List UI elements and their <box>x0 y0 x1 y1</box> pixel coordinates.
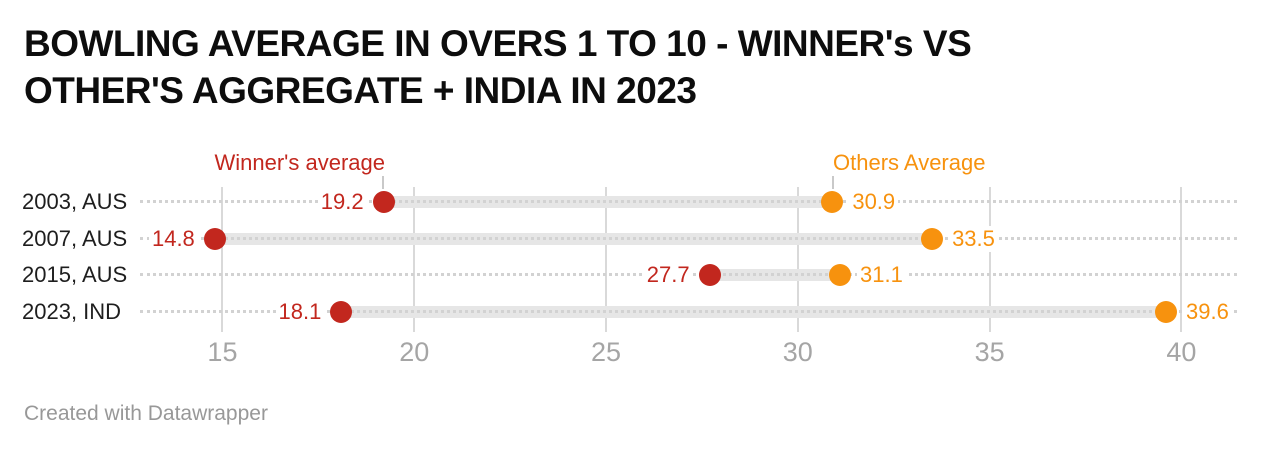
legend-others-label: Others Average <box>833 150 986 175</box>
chart-title-line2: OTHER'S AGGREGATE + INDIA IN 2023 <box>24 70 697 111</box>
x-gridline <box>221 187 224 332</box>
winner-dot <box>330 300 353 323</box>
x-gridline <box>988 187 991 332</box>
x-gridline <box>1180 187 1183 332</box>
row-guide-line <box>140 200 1237 203</box>
legend-others-tick <box>832 176 834 189</box>
others-value-label: 30.9 <box>849 189 899 215</box>
winner-value-label: 19.2 <box>317 189 367 215</box>
chart-title: BOWLING AVERAGE IN OVERS 1 TO 10 - WINNE… <box>24 20 1144 114</box>
chart-title-line1: BOWLING AVERAGE IN OVERS 1 TO 10 - WINNE… <box>24 23 972 64</box>
others-dot <box>829 264 851 286</box>
x-gridline <box>413 187 416 332</box>
legend-winner-label: Winner's average <box>214 150 386 175</box>
winner-value-label: 14.8 <box>148 225 198 252</box>
row-label: 2015, AUS <box>22 262 128 287</box>
winner-dot <box>372 191 395 213</box>
others-value-label: 33.5 <box>949 225 998 252</box>
others-dot <box>821 191 844 213</box>
x-axis-tick-label: 20 <box>399 337 430 367</box>
winner-dot <box>203 227 226 250</box>
row-label: 2023, IND <box>22 298 122 324</box>
winner-value-label: 27.7 <box>643 262 693 288</box>
others-dot <box>1155 300 1178 323</box>
x-gridline <box>605 187 608 332</box>
attribution-text: Created with Datawrapper <box>24 402 268 425</box>
others-value-label: 39.6 <box>1183 298 1232 325</box>
others-value-label: 31.1 <box>857 262 906 288</box>
x-axis-tick-label: 30 <box>782 337 813 367</box>
legend-winner-tick <box>382 176 384 189</box>
x-axis-tick-label: 40 <box>1166 337 1197 367</box>
others-dot <box>921 227 944 250</box>
winner-value-label: 18.1 <box>275 298 325 325</box>
x-axis-tick-label: 15 <box>207 337 238 367</box>
row-guide-line <box>140 236 1237 240</box>
row-label: 2007, AUS <box>22 225 128 251</box>
winner-dot <box>698 264 721 286</box>
x-axis-tick-label: 25 <box>591 337 622 367</box>
x-axis-tick-label: 35 <box>974 337 1005 367</box>
row-label: 2003, AUS <box>22 189 128 214</box>
row-guide-line <box>140 309 1237 313</box>
x-gridline <box>796 187 799 332</box>
